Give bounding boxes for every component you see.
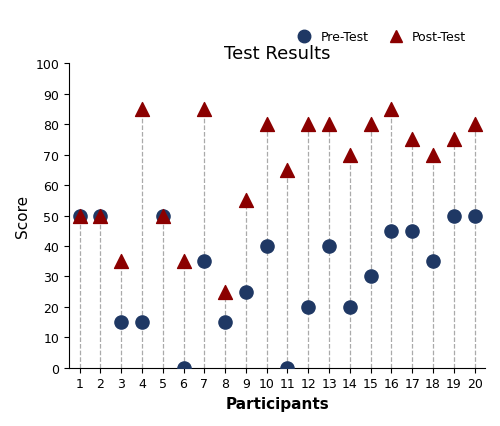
Post-Test [450, 137, 458, 144]
Pre-Test [346, 304, 354, 311]
Post-Test [284, 167, 292, 174]
Legend: Pre-Test, Post-Test: Pre-Test, Post-Test [292, 31, 467, 44]
Pre-Test [180, 365, 188, 371]
X-axis label: Participants: Participants [225, 396, 329, 411]
Post-Test [388, 106, 396, 113]
Post-Test [158, 213, 166, 219]
Post-Test [117, 258, 125, 265]
Post-Test [429, 152, 437, 158]
Post-Test [200, 106, 208, 113]
Title: Test Results: Test Results [224, 45, 330, 63]
Pre-Test [242, 288, 250, 295]
Pre-Test [138, 319, 146, 326]
Pre-Test [366, 273, 374, 280]
Pre-Test [429, 258, 437, 265]
Post-Test [96, 213, 104, 219]
Pre-Test [388, 228, 396, 235]
Pre-Test [450, 213, 458, 219]
Post-Test [304, 121, 312, 128]
Pre-Test [221, 319, 229, 326]
Post-Test [346, 152, 354, 158]
Pre-Test [76, 213, 84, 219]
Post-Test [366, 121, 374, 128]
Pre-Test [158, 213, 166, 219]
Pre-Test [304, 304, 312, 311]
Y-axis label: Score: Score [15, 195, 30, 238]
Pre-Test [117, 319, 125, 326]
Post-Test [221, 288, 229, 295]
Pre-Test [200, 258, 208, 265]
Post-Test [325, 121, 333, 128]
Pre-Test [408, 228, 416, 235]
Pre-Test [284, 365, 292, 371]
Pre-Test [262, 243, 270, 250]
Post-Test [408, 137, 416, 144]
Post-Test [138, 106, 146, 113]
Pre-Test [470, 213, 478, 219]
Post-Test [262, 121, 270, 128]
Post-Test [470, 121, 478, 128]
Pre-Test [325, 243, 333, 250]
Pre-Test [96, 213, 104, 219]
Post-Test [242, 197, 250, 204]
Post-Test [76, 213, 84, 219]
Post-Test [180, 258, 188, 265]
